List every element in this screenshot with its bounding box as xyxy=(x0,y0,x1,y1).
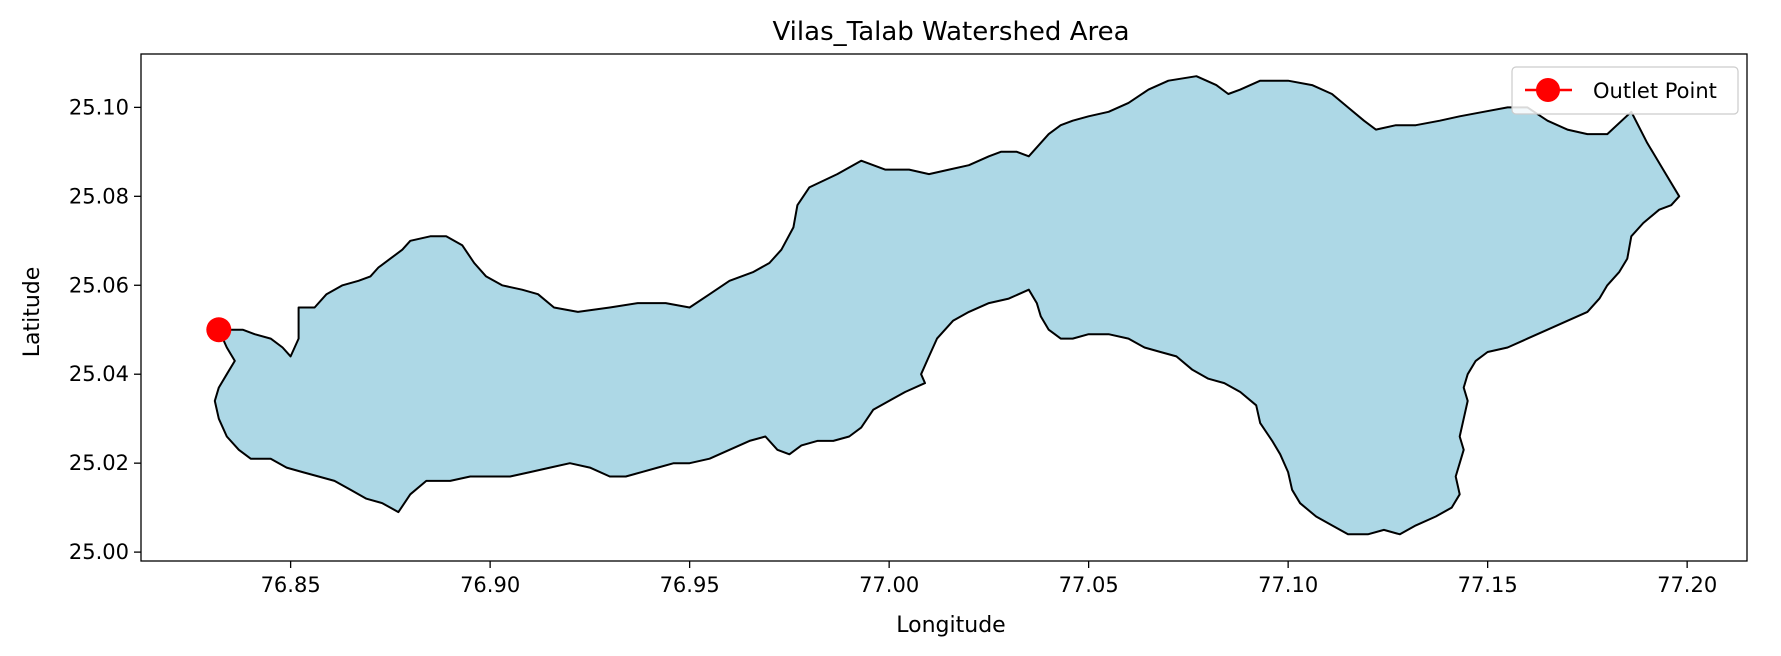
x-axis-label: Longitude xyxy=(896,613,1005,638)
x-tick-label: 77.10 xyxy=(1258,573,1318,597)
x-tick-label: 76.95 xyxy=(660,573,720,597)
y-tick-label: 25.02 xyxy=(69,451,129,475)
outlet-point-marker xyxy=(206,317,232,343)
x-tick-label: 77.15 xyxy=(1458,573,1518,597)
y-tick-label: 25.08 xyxy=(69,184,129,208)
x-tick-label: 77.05 xyxy=(1059,573,1119,597)
legend-outlet-marker xyxy=(1536,78,1560,102)
legend-outlet-label: Outlet Point xyxy=(1593,79,1717,103)
plot-area xyxy=(140,53,1748,562)
y-tick-label: 25.06 xyxy=(69,273,129,297)
legend-box xyxy=(1511,66,1739,115)
y-tick-label: 25.10 xyxy=(69,95,129,119)
map-title: Vilas_Talab Watershed Area xyxy=(772,17,1129,47)
x-tick-label: 76.85 xyxy=(261,573,321,597)
x-tick-label: 77.00 xyxy=(859,573,919,597)
watershed-layer xyxy=(213,75,1681,536)
y-tick-label: 25.04 xyxy=(69,362,129,386)
y-axis: 25.00 25.02 25.04 25.06 25.08 25.10 xyxy=(69,95,141,564)
axes-frame xyxy=(140,53,1748,562)
x-tick-label: 77.20 xyxy=(1657,573,1717,597)
x-axis: 76.85 76.90 76.95 77.00 77.05 77.10 77.15 77.20 xyxy=(261,561,1717,597)
x-tick-label: 76.90 xyxy=(460,573,520,597)
legend: Outlet Point xyxy=(1511,66,1739,115)
outlet-layer xyxy=(206,317,232,343)
y-tick-label: 25.00 xyxy=(69,540,129,564)
watershed-polygon xyxy=(213,75,1681,536)
y-axis-label: Latitude xyxy=(20,267,45,358)
